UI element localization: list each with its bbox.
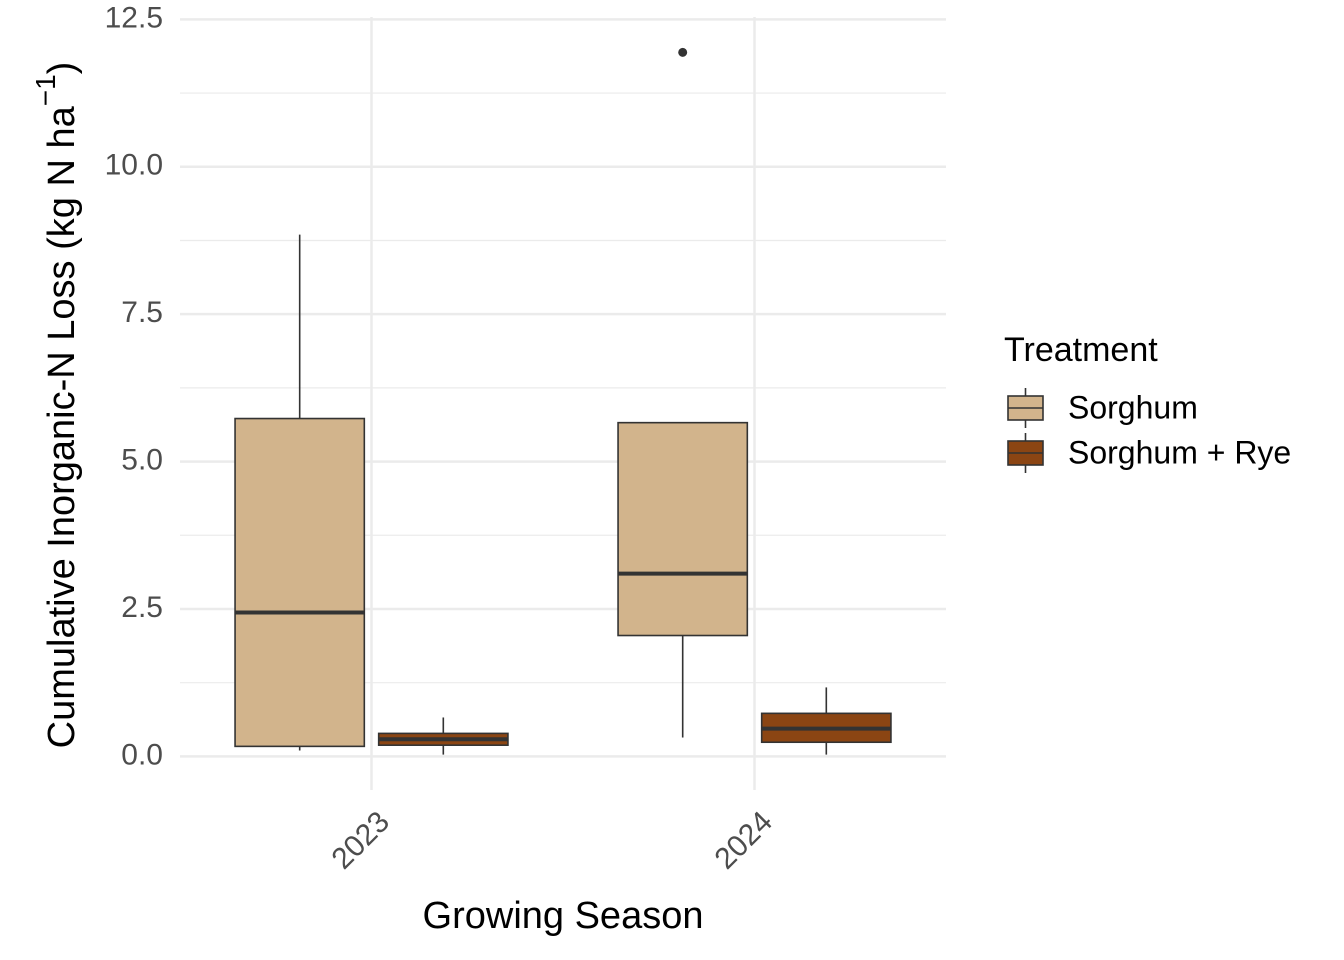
x-tick-label: 2024 xyxy=(709,805,780,876)
box xyxy=(234,417,366,748)
y-tick-label: 0.0 xyxy=(121,738,163,771)
legend-label: Sorghum xyxy=(1068,389,1198,425)
y-axis-title-text: Cumulative Inorganic-N Loss (kg N ha xyxy=(41,105,83,748)
y-axis-title-superscript: −1 xyxy=(30,74,61,106)
outlier xyxy=(678,47,688,57)
y-tick-label: 12.5 xyxy=(105,1,163,34)
x-tick-label: 2023 xyxy=(326,805,397,876)
x-axis-title: Growing Season xyxy=(423,895,704,937)
y-axis-title: Cumulative Inorganic-N Loss (kg N ha−1) xyxy=(30,62,83,749)
y-axis-title-suffix: ) xyxy=(41,62,83,75)
legend-title: Treatment xyxy=(1004,331,1158,369)
box xyxy=(617,421,749,637)
y-tick-label: 10.0 xyxy=(105,149,163,182)
y-tick-label: 2.5 xyxy=(121,591,163,624)
y-tick-label: 7.5 xyxy=(121,296,163,329)
y-tick-label: 5.0 xyxy=(121,444,163,477)
legend-label: Sorghum + Rye xyxy=(1068,434,1291,470)
